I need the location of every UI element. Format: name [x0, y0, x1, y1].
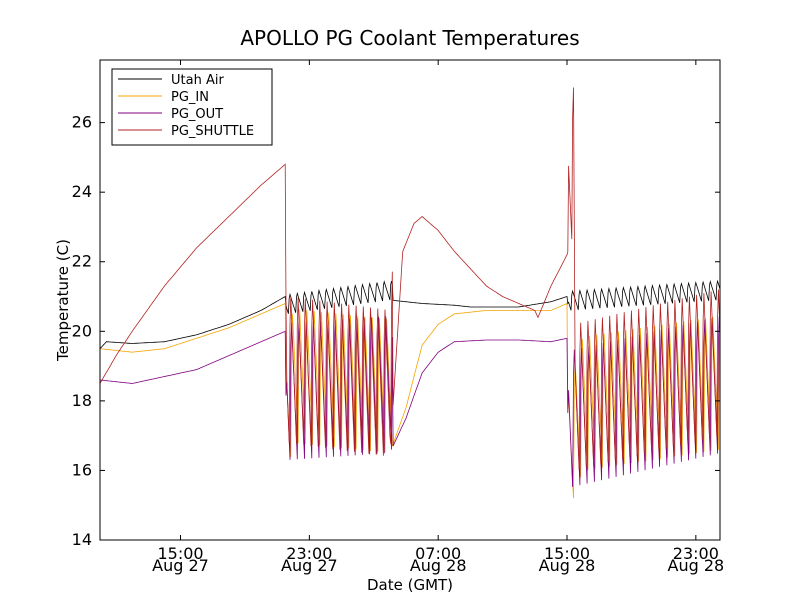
x-tick-date-4: Aug 28 [668, 556, 725, 575]
legend-label-0: Utah Air [171, 73, 224, 88]
x-tick-date-0: Aug 27 [152, 556, 209, 575]
x-tick-date-3: Aug 28 [539, 556, 596, 575]
legend-box [111, 68, 273, 146]
legend-label-2: PG_OUT [171, 107, 223, 122]
x-tick-time-4: 23:00 [673, 544, 719, 563]
series-line-3 [99, 87, 721, 470]
series-line-1 [99, 302, 721, 499]
x-tick-date-1: Aug 27 [281, 556, 338, 575]
y-tick-label-2: 18 [72, 391, 92, 410]
x-tick-time-1: 23:00 [286, 544, 332, 563]
y-tick-label-6: 26 [72, 113, 92, 132]
series-line-0 [99, 279, 721, 349]
x-tick-time-3: 15:00 [544, 544, 590, 563]
x-axis-title: Date (GMT) [367, 576, 453, 594]
y-tick-label-4: 22 [72, 252, 92, 271]
y-tick-label-3: 20 [72, 321, 92, 340]
plot-frame [99, 59, 721, 541]
series-line-2 [99, 316, 721, 487]
legend: Utah Air PG_IN PG_OUT PG_SHUTTLE [111, 68, 273, 146]
series-layer [99, 87, 721, 499]
x-tick-time-2: 07:00 [415, 544, 461, 563]
y-tick-label-0: 14 [72, 530, 92, 549]
legend-label-1: PG_IN [171, 90, 209, 105]
x-tick-time-0: 15:00 [157, 544, 203, 563]
x-tick-date-2: Aug 28 [410, 556, 467, 575]
y-axis-title: Temperature (C) [54, 239, 72, 362]
chart-title: APOLLO PG Coolant Temperatures [240, 26, 579, 50]
y-tick-label-5: 24 [72, 182, 92, 201]
y-tick-label-1: 16 [72, 460, 92, 479]
legend-label-3: PG_SHUTTLE [171, 124, 254, 139]
